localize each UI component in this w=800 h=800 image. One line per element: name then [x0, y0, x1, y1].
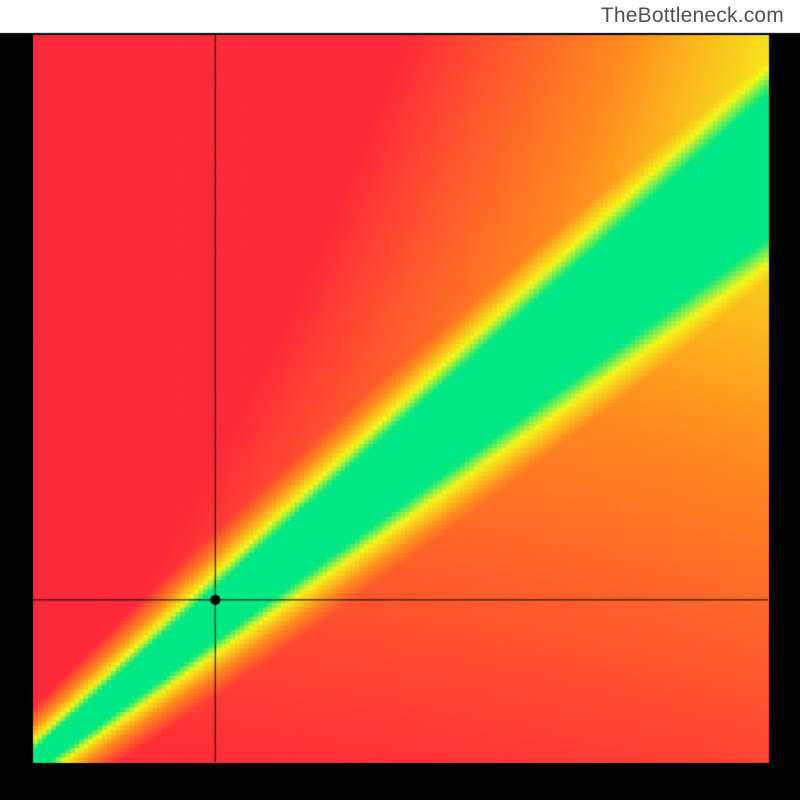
chart-container: TheBottleneck.com: [0, 0, 800, 800]
watermark-text: TheBottleneck.com: [601, 4, 784, 28]
heatmap-canvas: [0, 0, 800, 800]
